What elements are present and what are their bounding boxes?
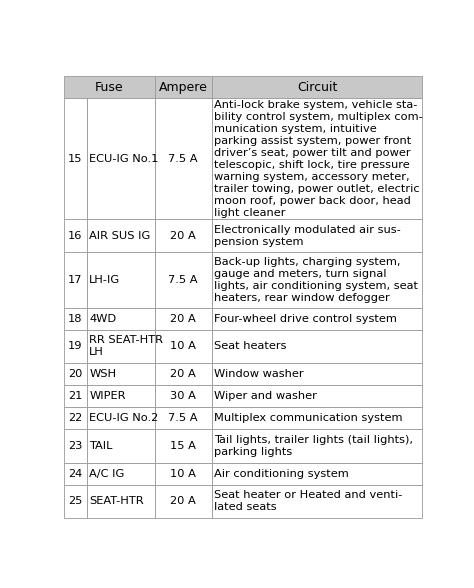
FancyBboxPatch shape [87, 429, 155, 463]
Text: Wiper and washer: Wiper and washer [214, 391, 317, 401]
FancyBboxPatch shape [212, 385, 422, 407]
Text: LH-IG: LH-IG [90, 275, 120, 285]
Text: 25: 25 [68, 496, 82, 506]
Text: 7.5 A: 7.5 A [168, 275, 198, 285]
FancyBboxPatch shape [87, 252, 155, 308]
Text: Four-wheel drive control system: Four-wheel drive control system [214, 313, 397, 323]
Text: Back-up lights, charging system,
gauge and meters, turn signal
lights, air condi: Back-up lights, charging system, gauge a… [214, 257, 418, 303]
Text: 10 A: 10 A [170, 341, 196, 351]
FancyBboxPatch shape [87, 330, 155, 363]
FancyBboxPatch shape [64, 330, 87, 363]
Text: RR SEAT-HTR
LH: RR SEAT-HTR LH [90, 335, 164, 358]
Text: 7.5 A: 7.5 A [168, 153, 198, 163]
Text: 10 A: 10 A [170, 469, 196, 479]
Text: Multiplex communication system: Multiplex communication system [214, 413, 403, 423]
Text: 4WD: 4WD [90, 313, 117, 323]
Text: Window washer: Window washer [214, 369, 304, 379]
FancyBboxPatch shape [64, 308, 87, 330]
FancyBboxPatch shape [212, 252, 422, 308]
FancyBboxPatch shape [64, 98, 87, 219]
FancyBboxPatch shape [212, 330, 422, 363]
FancyBboxPatch shape [212, 363, 422, 385]
Text: ECU-IG No.1: ECU-IG No.1 [90, 153, 159, 163]
Text: 20 A: 20 A [170, 496, 196, 506]
FancyBboxPatch shape [87, 407, 155, 429]
FancyBboxPatch shape [87, 363, 155, 385]
FancyBboxPatch shape [155, 407, 212, 429]
FancyBboxPatch shape [155, 98, 212, 219]
FancyBboxPatch shape [87, 219, 155, 252]
FancyBboxPatch shape [155, 76, 212, 98]
Text: Air conditioning system: Air conditioning system [214, 469, 349, 479]
Text: 23: 23 [68, 441, 82, 451]
Text: Ampere: Ampere [159, 81, 208, 93]
FancyBboxPatch shape [64, 76, 155, 98]
FancyBboxPatch shape [87, 463, 155, 485]
Text: Circuit: Circuit [297, 81, 337, 93]
FancyBboxPatch shape [64, 485, 87, 518]
FancyBboxPatch shape [212, 429, 422, 463]
FancyBboxPatch shape [64, 363, 87, 385]
Text: 16: 16 [68, 231, 82, 241]
Text: 20 A: 20 A [170, 231, 196, 241]
Text: WSH: WSH [90, 369, 117, 379]
FancyBboxPatch shape [212, 463, 422, 485]
Text: Anti-lock brake system, vehicle sta-
bility control system, multiplex com-
munic: Anti-lock brake system, vehicle sta- bil… [214, 100, 423, 218]
FancyBboxPatch shape [155, 385, 212, 407]
FancyBboxPatch shape [64, 407, 87, 429]
Text: 22: 22 [68, 413, 82, 423]
Text: A/C IG: A/C IG [90, 469, 125, 479]
Text: 20: 20 [68, 369, 82, 379]
Text: 18: 18 [68, 313, 82, 323]
FancyBboxPatch shape [212, 98, 422, 219]
FancyBboxPatch shape [87, 308, 155, 330]
FancyBboxPatch shape [87, 385, 155, 407]
Text: 24: 24 [68, 469, 82, 479]
FancyBboxPatch shape [64, 252, 87, 308]
Text: 21: 21 [68, 391, 82, 401]
Text: 20 A: 20 A [170, 313, 196, 323]
Text: Seat heaters: Seat heaters [214, 341, 287, 351]
FancyBboxPatch shape [155, 429, 212, 463]
FancyBboxPatch shape [64, 219, 87, 252]
FancyBboxPatch shape [64, 429, 87, 463]
FancyBboxPatch shape [87, 98, 155, 219]
FancyBboxPatch shape [155, 485, 212, 518]
Text: Electronically modulated air sus-
pension system: Electronically modulated air sus- pensio… [214, 225, 401, 247]
FancyBboxPatch shape [212, 407, 422, 429]
Text: WIPER: WIPER [90, 391, 126, 401]
FancyBboxPatch shape [155, 252, 212, 308]
FancyBboxPatch shape [155, 463, 212, 485]
Text: TAIL: TAIL [90, 441, 113, 451]
Text: 30 A: 30 A [170, 391, 196, 401]
FancyBboxPatch shape [155, 363, 212, 385]
Text: 15: 15 [68, 153, 82, 163]
FancyBboxPatch shape [155, 308, 212, 330]
FancyBboxPatch shape [212, 485, 422, 518]
Text: 20 A: 20 A [170, 369, 196, 379]
FancyBboxPatch shape [64, 385, 87, 407]
FancyBboxPatch shape [212, 308, 422, 330]
Text: SEAT-HTR: SEAT-HTR [90, 496, 144, 506]
Text: 7.5 A: 7.5 A [168, 413, 198, 423]
FancyBboxPatch shape [212, 76, 422, 98]
FancyBboxPatch shape [212, 219, 422, 252]
Text: ECU-IG No.2: ECU-IG No.2 [90, 413, 159, 423]
Text: Tail lights, trailer lights (tail lights),
parking lights: Tail lights, trailer lights (tail lights… [214, 435, 413, 457]
Text: Fuse: Fuse [95, 81, 124, 93]
Text: 15 A: 15 A [170, 441, 196, 451]
Text: Seat heater or Heated and venti-
lated seats: Seat heater or Heated and venti- lated s… [214, 490, 402, 512]
Text: AIR SUS IG: AIR SUS IG [90, 231, 151, 241]
FancyBboxPatch shape [64, 463, 87, 485]
FancyBboxPatch shape [155, 219, 212, 252]
FancyBboxPatch shape [87, 485, 155, 518]
FancyBboxPatch shape [155, 330, 212, 363]
Text: 17: 17 [68, 275, 82, 285]
Text: 19: 19 [68, 341, 82, 351]
